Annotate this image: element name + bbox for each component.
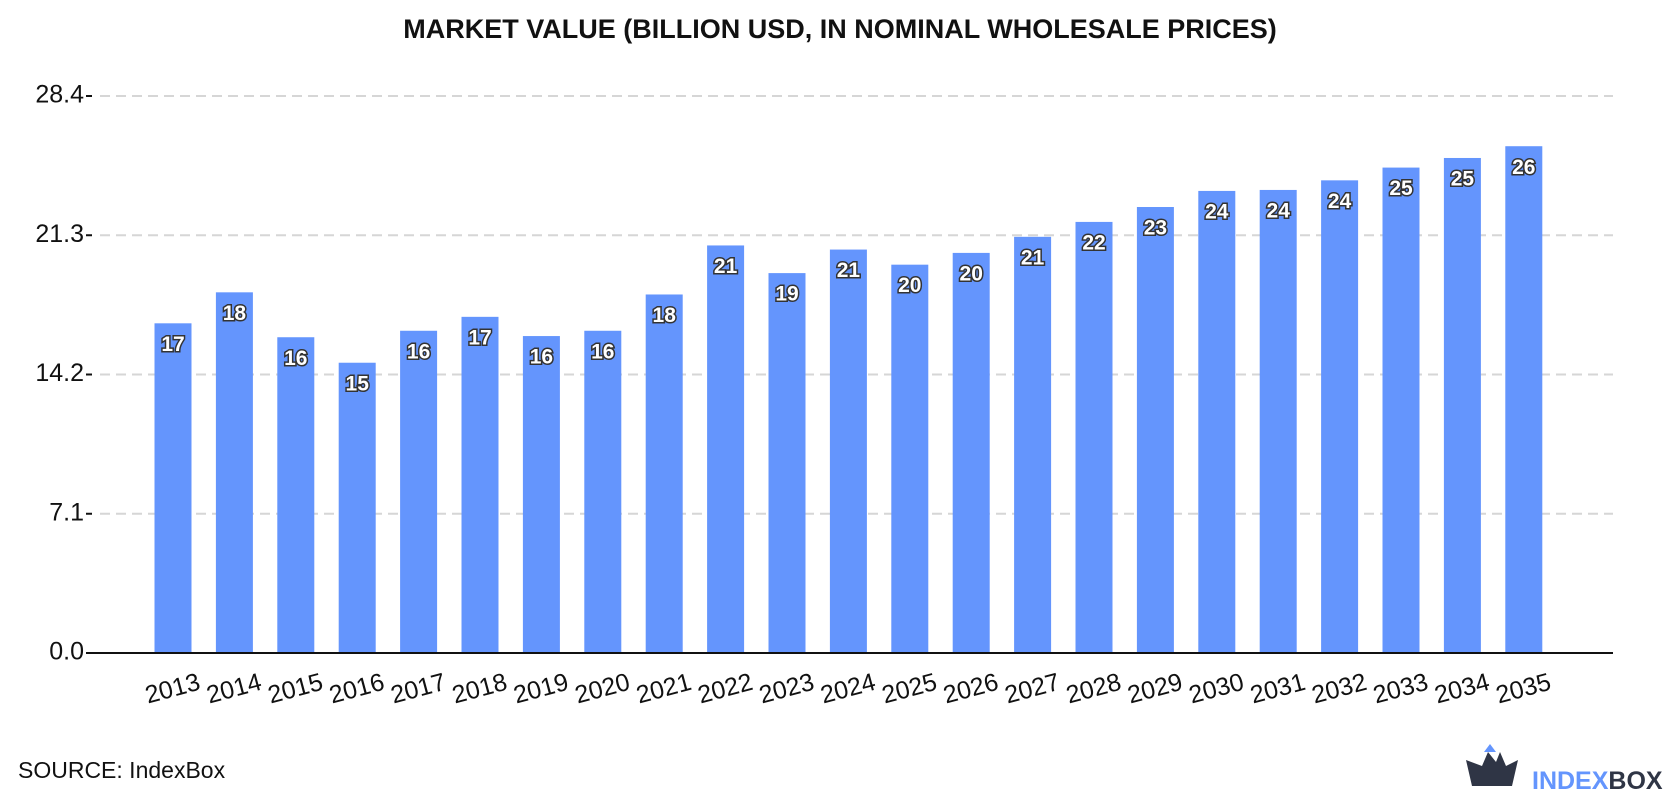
x-tick-label: 2017 bbox=[388, 668, 449, 709]
bar bbox=[461, 316, 499, 653]
x-tick-label: 2021 bbox=[633, 668, 694, 709]
bar bbox=[829, 249, 867, 653]
x-tick-label: 2026 bbox=[940, 668, 1001, 709]
value-label: 21 bbox=[714, 255, 738, 278]
value-label: 22 bbox=[1082, 231, 1105, 254]
logo: INDEXBOX bbox=[1466, 744, 1663, 795]
x-tick-label: 2014 bbox=[204, 668, 265, 709]
y-tick-label: 21.3 bbox=[35, 220, 84, 248]
logo-icon bbox=[1466, 752, 1518, 786]
value-label: 20 bbox=[960, 262, 983, 285]
x-tick-label: 2033 bbox=[1370, 668, 1431, 709]
bar bbox=[154, 323, 192, 653]
value-label: 21 bbox=[837, 259, 861, 282]
source: SOURCE: IndexBox bbox=[18, 757, 226, 783]
logo-first: INDEX bbox=[1532, 767, 1609, 795]
bar bbox=[952, 252, 990, 653]
x-tick-label: 2027 bbox=[1002, 668, 1063, 709]
x-tick-label: 2029 bbox=[1125, 668, 1186, 709]
bar bbox=[1136, 207, 1174, 653]
bar bbox=[1198, 190, 1236, 653]
x-tick-label: 2025 bbox=[879, 668, 940, 709]
value-label: 24 bbox=[1328, 190, 1352, 213]
x-tick-label: 2015 bbox=[265, 668, 326, 709]
bar bbox=[1321, 180, 1359, 653]
x-tick-label: 2030 bbox=[1186, 668, 1247, 709]
bar bbox=[1505, 146, 1543, 654]
value-label: 19 bbox=[775, 283, 798, 306]
bar bbox=[768, 273, 806, 653]
value-label: 25 bbox=[1389, 177, 1413, 200]
x-tick-label: 2028 bbox=[1063, 668, 1124, 709]
bar bbox=[645, 294, 683, 653]
value-label: 24 bbox=[1205, 200, 1229, 223]
x-tick-label: 2022 bbox=[695, 668, 756, 709]
value-label: 20 bbox=[898, 274, 921, 297]
value-label: 16 bbox=[284, 347, 307, 370]
value-label: 18 bbox=[653, 304, 677, 327]
bar bbox=[1382, 167, 1420, 653]
value-label: 24 bbox=[1267, 199, 1291, 222]
x-tick-label: 2020 bbox=[572, 668, 633, 709]
value-label: 15 bbox=[346, 372, 370, 395]
value-label: 16 bbox=[530, 346, 553, 369]
x-tick-label: 2013 bbox=[142, 668, 203, 709]
bar bbox=[522, 336, 560, 653]
y-tick-label: 0.0 bbox=[49, 638, 84, 666]
x-tick-label: 2024 bbox=[818, 668, 879, 709]
bar bbox=[215, 292, 253, 653]
y-tick-label: 14.2 bbox=[35, 359, 84, 387]
bar bbox=[1014, 236, 1052, 653]
bar bbox=[1075, 221, 1113, 653]
value-label: 16 bbox=[407, 340, 430, 363]
logo-second: BOX bbox=[1608, 767, 1663, 795]
value-label: 16 bbox=[591, 340, 614, 363]
x-tick-label: 2034 bbox=[1432, 668, 1493, 709]
value-label: 23 bbox=[1144, 217, 1167, 240]
x-tick-label: 2035 bbox=[1493, 668, 1554, 709]
bar bbox=[338, 362, 376, 653]
x-tick-label: 2023 bbox=[756, 668, 817, 709]
bar bbox=[584, 330, 622, 653]
y-tick-label: 28.4 bbox=[35, 81, 84, 109]
x-tick-label: 2019 bbox=[511, 668, 572, 709]
x-tick-label: 2032 bbox=[1309, 668, 1370, 709]
value-label: 21 bbox=[1021, 246, 1045, 269]
bar bbox=[1443, 157, 1481, 653]
bar bbox=[891, 264, 929, 653]
bar bbox=[400, 330, 438, 653]
bar bbox=[707, 245, 745, 653]
value-label: 25 bbox=[1451, 168, 1475, 191]
x-tick-label: 2018 bbox=[449, 668, 510, 709]
value-label: 17 bbox=[468, 326, 491, 349]
x-tick-label: 2016 bbox=[326, 668, 387, 709]
value-label: 17 bbox=[161, 333, 184, 356]
logo-icon-accent bbox=[1484, 744, 1496, 752]
logo-text: INDEXBOX bbox=[1532, 767, 1663, 795]
x-tick-label: 2031 bbox=[1247, 668, 1308, 709]
y-tick-label: 7.1 bbox=[49, 498, 84, 526]
bar bbox=[277, 337, 315, 653]
chart-title: MARKET VALUE (BILLION USD, IN NOMINAL WH… bbox=[403, 14, 1277, 44]
value-label: 18 bbox=[223, 302, 247, 325]
bar bbox=[1259, 189, 1297, 654]
value-label: 26 bbox=[1512, 156, 1535, 179]
